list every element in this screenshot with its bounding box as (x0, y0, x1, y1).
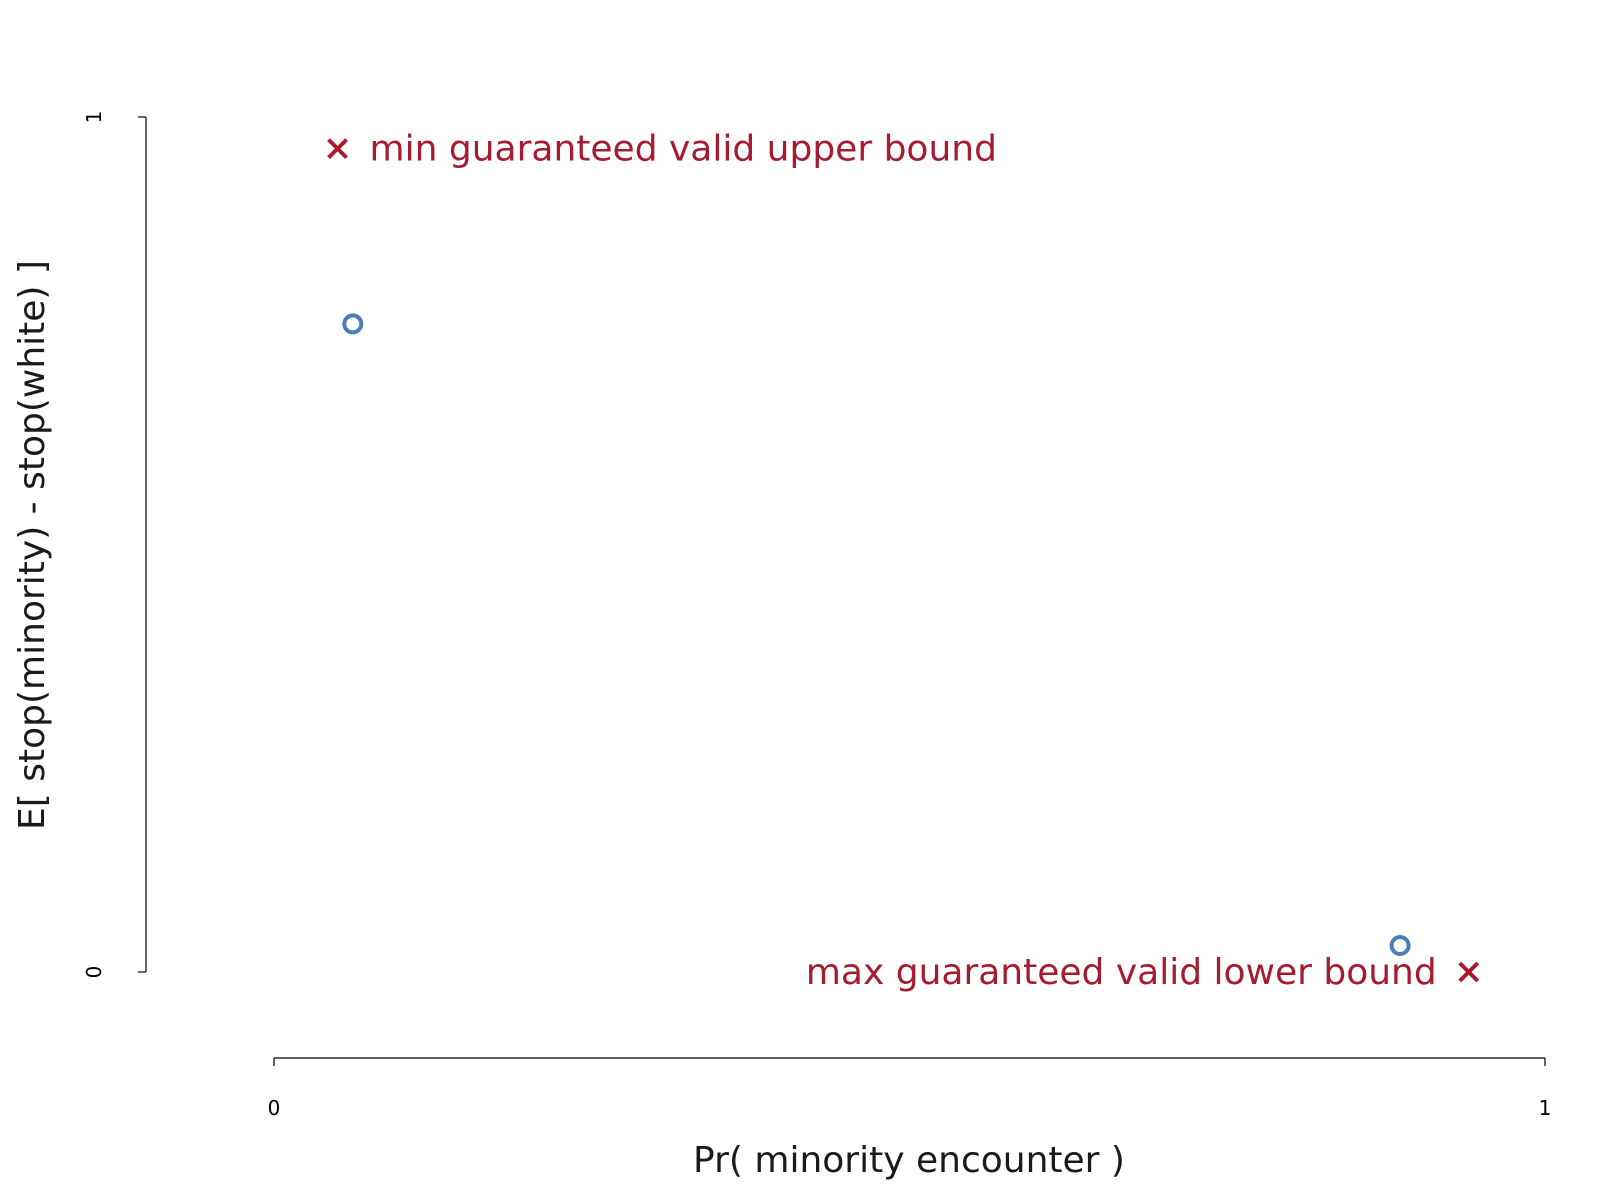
x-axis-title: Pr( minority encounter ) (693, 1140, 1125, 1181)
x-marker-point-1 (1458, 961, 1480, 983)
annotation-label-1: max guaranteed valid lower bound (806, 952, 1437, 993)
x-tick-label-0: 0 (268, 1096, 281, 1120)
x-marker-point-0 (327, 138, 348, 160)
y-tick-label-0: 0 (82, 966, 106, 979)
x-tick-label-1: 1 (1539, 1096, 1552, 1120)
annotation-label-0: min guaranteed valid upper bound (370, 129, 997, 170)
data-marks: min guaranteed valid upper bound max guar… (327, 129, 1480, 993)
x-axis: 0 1 (268, 1057, 1552, 1120)
y-axis-title: E[ stop(minority) - stop(white) ] (12, 260, 53, 830)
y-tick-label-1: 1 (82, 111, 106, 124)
y-axis: 0 1 (82, 111, 147, 979)
circle-point-0 (342, 313, 364, 335)
circle-point-1 (1389, 934, 1411, 956)
